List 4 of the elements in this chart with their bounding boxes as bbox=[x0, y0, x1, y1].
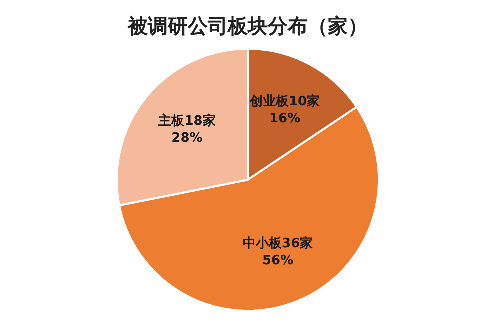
chart-title: 被调研公司板块分布（家） bbox=[127, 14, 368, 38]
slice-label: 中小板36家 56% bbox=[243, 235, 314, 268]
slice-label: 主板18家 28% bbox=[158, 113, 216, 146]
slice-label: 创业板10家 16% bbox=[249, 94, 320, 127]
